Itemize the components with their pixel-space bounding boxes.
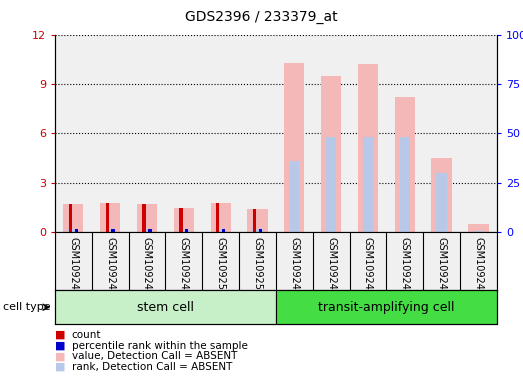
Bar [437,173,447,232]
Bar [431,158,452,232]
Bar [284,63,304,232]
Text: ■: ■ [55,362,65,372]
Bar [400,137,410,232]
Bar [222,229,225,232]
Text: GSM109248: GSM109248 [142,237,152,296]
Text: ■: ■ [55,330,65,340]
Bar [363,137,373,232]
Bar [105,229,115,232]
Bar [276,290,497,324]
Bar [216,203,219,232]
Bar [468,224,488,232]
Text: GSM109242: GSM109242 [69,237,78,296]
Text: GDS2396 / 233379_at: GDS2396 / 233379_at [185,10,338,23]
Bar [321,76,341,232]
Text: transit-amplifying cell: transit-amplifying cell [318,301,454,314]
Bar [247,209,268,232]
Bar [259,229,262,232]
Text: stem cell: stem cell [137,301,194,314]
Text: GSM109244: GSM109244 [400,237,410,296]
Text: ■: ■ [55,341,65,351]
Text: rank, Detection Call = ABSENT: rank, Detection Call = ABSENT [72,362,232,372]
Text: cell type: cell type [3,302,50,312]
Text: GSM109249: GSM109249 [179,237,189,296]
Bar [211,203,231,232]
Text: GSM109240: GSM109240 [289,237,299,296]
Bar [473,231,484,232]
Bar [289,161,300,232]
Bar [137,204,157,232]
Bar [75,229,78,232]
Bar [142,204,146,232]
Text: GSM109241: GSM109241 [326,237,336,296]
Bar [68,229,78,232]
Bar [111,229,115,232]
Text: value, Detection Call = ABSENT: value, Detection Call = ABSENT [72,351,237,361]
Bar [149,229,152,232]
Bar [69,204,72,232]
Bar [215,229,226,232]
Bar [179,208,183,232]
Text: GSM109247: GSM109247 [105,237,115,296]
Text: GSM109245: GSM109245 [437,237,447,296]
Text: percentile rank within the sample: percentile rank within the sample [72,341,247,351]
Text: GSM109246: GSM109246 [473,237,483,296]
Bar [326,137,336,232]
Bar [185,229,188,232]
Bar [179,229,189,232]
Bar [142,229,152,232]
Bar [252,229,263,232]
Text: GSM109243: GSM109243 [363,237,373,296]
Bar [106,203,109,232]
Bar [55,290,276,324]
Bar [253,209,256,232]
Bar [395,97,415,232]
Bar [63,204,84,232]
Bar [174,208,194,232]
Text: GSM109251: GSM109251 [253,237,263,296]
Text: count: count [72,330,101,340]
Bar [100,203,120,232]
Text: GSM109250: GSM109250 [215,237,225,296]
Text: ■: ■ [55,351,65,361]
Bar [358,64,378,232]
